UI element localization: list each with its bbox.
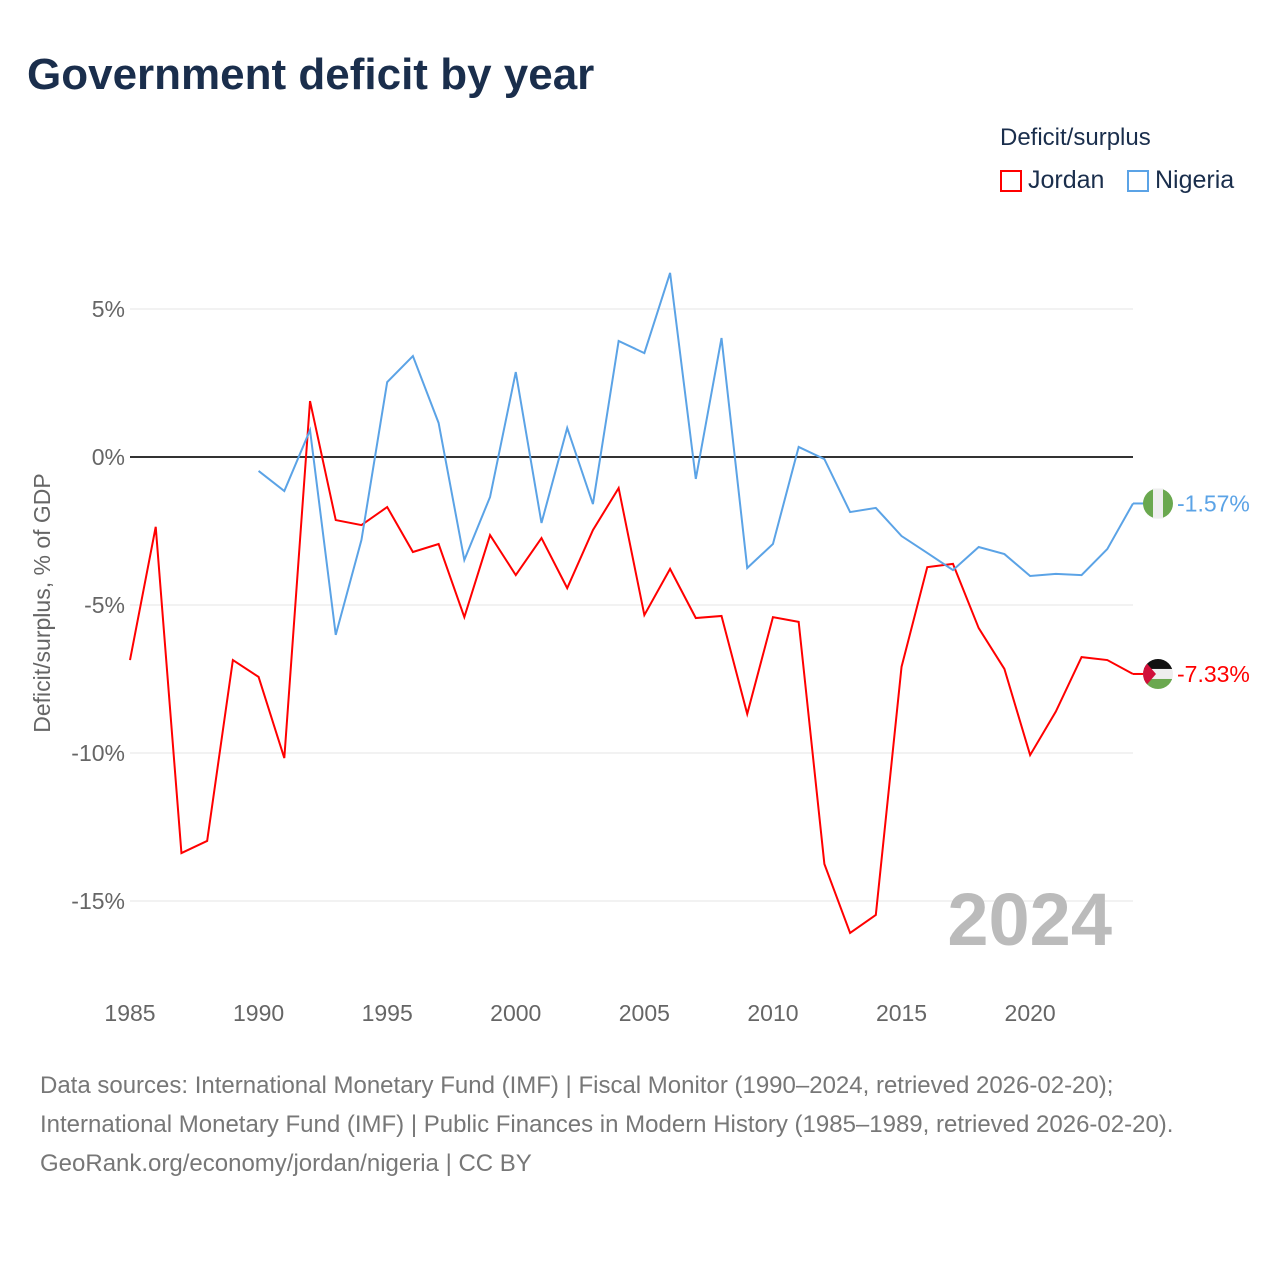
legend-swatch (1000, 169, 1022, 192)
y-tick-label: -5% (84, 592, 125, 618)
legend-label: Nigeria (1155, 166, 1235, 194)
y-tick-label: -15% (71, 888, 125, 914)
legend-title: Deficit/surplus (1000, 124, 1151, 151)
series-line-nigeria (257, 272, 1134, 636)
x-tick-label: 1990 (233, 1000, 284, 1026)
y-axis-label: Deficit/surplus, % of GDP (29, 473, 55, 732)
jordan-flag-icon (1143, 658, 1173, 689)
x-tick-label: 2020 (1005, 1000, 1056, 1026)
y-tick-label: 0% (92, 444, 125, 470)
x-tick-label: 2005 (619, 1000, 670, 1026)
x-tick-label: 2015 (876, 1000, 927, 1026)
chart-title: Government deficit by year (27, 50, 595, 99)
y-tick-label: 5% (92, 296, 125, 322)
legend-label: Jordan (1028, 166, 1105, 194)
data-sources: Data sources: International Monetary Fun… (40, 1072, 1174, 1138)
x-tick-label: 1985 (104, 1000, 155, 1026)
x-tick-label: 1995 (362, 1000, 413, 1026)
credit-link[interactable]: GeoRank.org/economy/jordan/nigeria | CC … (40, 1150, 532, 1177)
y-tick-label: -10% (71, 740, 125, 766)
legend-item-jordan[interactable]: Jordan (1000, 166, 1104, 195)
series-line-jordan (129, 400, 1134, 935)
legend-item-nigeria[interactable]: Nigeria (1127, 166, 1234, 195)
nigeria-flag-stripe (1153, 488, 1163, 519)
end-value-label: -7.33% (1177, 661, 1250, 687)
footer: Data sources: International Monetary Fun… (40, 1066, 1240, 1183)
x-tick-label: 2000 (490, 1000, 541, 1026)
x-tick-label: 2010 (747, 1000, 798, 1026)
legend-swatch (1127, 169, 1149, 192)
end-value-label: -1.57% (1177, 490, 1250, 516)
year-watermark: 2024 (947, 878, 1112, 961)
